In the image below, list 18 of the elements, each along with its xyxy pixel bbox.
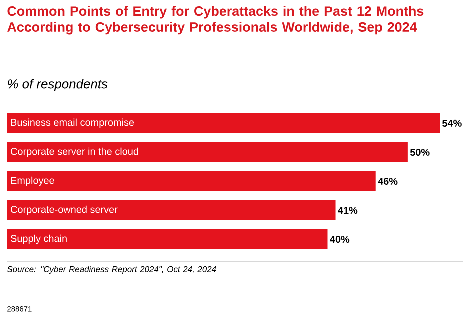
y-tick-label: Corporate-owned server — [11, 206, 118, 216]
bar — [7, 113, 440, 134]
bar — [7, 200, 336, 221]
bar — [7, 172, 376, 192]
chart-title: Common Points of Entry for Cyberattacks in the Past 12 Months According to Cybersecurity Professionals Worldwide, Sep 2024 — [8, 6, 424, 35]
y-tick-label: Corporate server in the cloud — [11, 148, 138, 158]
bar — [7, 142, 408, 162]
data-label: 40% — [330, 236, 350, 244]
y-tick-label: Employee — [11, 176, 54, 186]
data-label: 50% — [410, 148, 430, 156]
y-tick-label: Business email compromise — [11, 118, 134, 128]
source-note: Source: "Cyber Readiness Report 2024", Oct 24, 2024 — [7, 266, 216, 274]
data-label: 54% — [442, 120, 462, 127]
data-label: 46% — [378, 178, 398, 186]
y-tick-label: Supply chain — [10, 234, 67, 244]
data-label: 41% — [338, 207, 358, 214]
chart-subtitle: % of respondents — [8, 79, 108, 92]
bar — [7, 230, 328, 250]
